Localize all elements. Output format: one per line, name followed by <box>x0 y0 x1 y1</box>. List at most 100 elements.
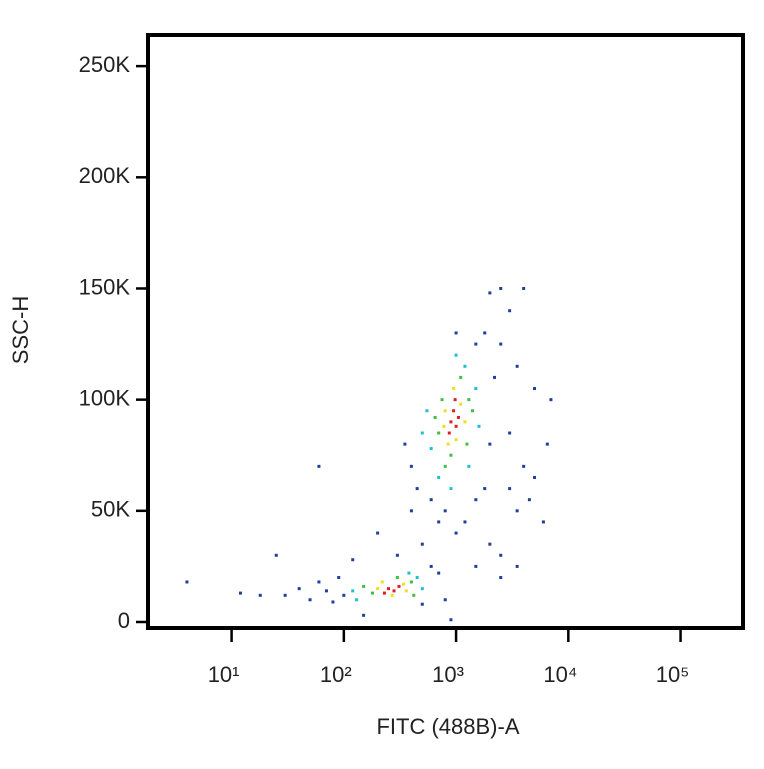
x-axis-label: FITC (488B)-A <box>376 714 519 739</box>
point <box>545 442 549 446</box>
point <box>499 342 503 346</box>
point <box>409 464 413 468</box>
point <box>409 509 413 513</box>
point <box>429 498 433 502</box>
point <box>459 375 463 379</box>
point <box>533 387 537 391</box>
point <box>412 593 416 597</box>
point <box>443 464 447 468</box>
point <box>403 442 407 446</box>
point <box>443 409 447 413</box>
plot-frame <box>146 33 745 630</box>
point <box>420 542 424 546</box>
point <box>395 576 399 580</box>
point <box>409 580 413 584</box>
point <box>527 498 531 502</box>
point <box>474 342 478 346</box>
point <box>376 531 380 535</box>
point <box>474 387 478 391</box>
point <box>508 309 512 313</box>
point <box>463 364 467 368</box>
point <box>477 424 481 428</box>
point <box>454 331 458 335</box>
point <box>308 598 312 602</box>
point <box>533 475 537 479</box>
point <box>429 564 433 568</box>
point <box>297 587 301 591</box>
point <box>331 600 335 604</box>
point <box>404 589 408 593</box>
point <box>447 431 451 435</box>
point <box>474 498 478 502</box>
point <box>415 487 419 491</box>
point <box>185 580 189 584</box>
point <box>283 593 287 597</box>
point <box>362 613 366 617</box>
point <box>499 553 503 557</box>
point <box>499 286 503 290</box>
point <box>463 420 467 424</box>
point <box>386 587 390 591</box>
point <box>483 487 487 491</box>
point <box>437 520 441 524</box>
point <box>515 509 519 513</box>
point <box>522 464 526 468</box>
point <box>440 398 444 402</box>
x-tick-label: 10⁵ <box>656 662 690 687</box>
y-tick-label: 50K <box>91 497 130 522</box>
point <box>467 464 471 468</box>
point <box>380 580 384 584</box>
point <box>437 571 441 575</box>
point <box>395 553 399 557</box>
point <box>351 558 355 562</box>
point <box>454 531 458 535</box>
point <box>370 591 374 595</box>
point <box>454 424 458 428</box>
y-tick-label: 250K <box>79 52 131 77</box>
point <box>541 520 545 524</box>
point <box>401 582 405 586</box>
x-tick-label: 10¹ <box>208 662 240 687</box>
point <box>508 487 512 491</box>
point <box>238 591 242 595</box>
point <box>382 591 386 595</box>
x-tick-label: 10² <box>320 662 352 687</box>
point <box>522 286 526 290</box>
point <box>493 375 497 379</box>
point <box>452 409 456 413</box>
point <box>415 576 419 580</box>
point <box>274 553 278 557</box>
point <box>258 593 262 597</box>
point <box>420 587 424 591</box>
point <box>446 442 450 446</box>
point <box>437 431 441 435</box>
y-tick-label: 0 <box>118 608 130 633</box>
point <box>443 509 447 513</box>
x-tick-label: 10⁴ <box>543 662 577 687</box>
point <box>449 618 453 622</box>
point <box>454 353 458 357</box>
point <box>362 584 366 588</box>
point <box>515 564 519 568</box>
point <box>515 364 519 368</box>
point <box>355 598 359 602</box>
point <box>433 415 437 419</box>
point <box>470 409 474 413</box>
point <box>463 520 467 524</box>
point <box>407 571 411 575</box>
point <box>452 387 456 391</box>
point <box>483 331 487 335</box>
point <box>337 576 341 580</box>
point <box>488 442 492 446</box>
point <box>420 431 424 435</box>
point <box>442 424 446 428</box>
point <box>317 580 321 584</box>
x-tick-label: 10³ <box>432 662 464 687</box>
point <box>449 420 453 424</box>
point <box>488 291 492 295</box>
point <box>449 487 453 491</box>
point <box>474 564 478 568</box>
point <box>392 589 396 593</box>
